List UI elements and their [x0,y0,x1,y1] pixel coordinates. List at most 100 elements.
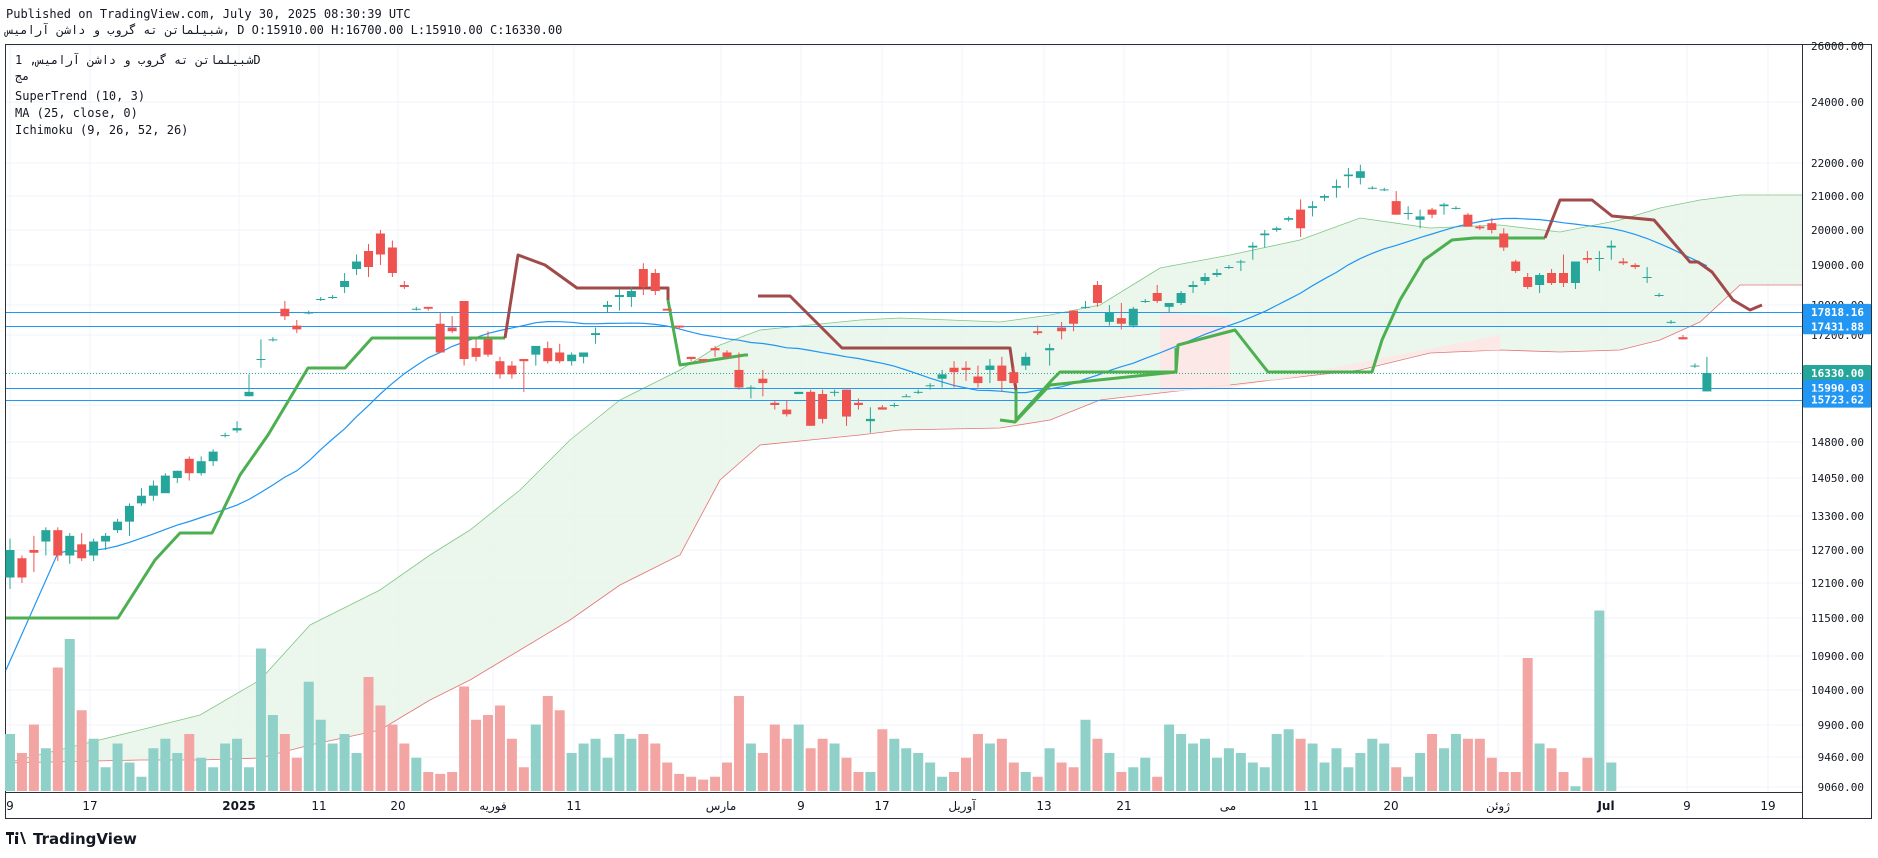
price-label-text: 16330.00 [1811,367,1864,380]
candle-body [1618,261,1628,264]
outer-frame [5,44,1872,819]
price-axis[interactable]: 26000.00 24000.00 22000.00 21000.00 20000.00… [1811,40,1864,794]
ma-path [5,217,1708,671]
legend-supertrend[interactable]: SuperTrend (10, 3) [15,89,146,103]
candle-body [1104,312,1114,322]
time-axis[interactable]: 9 17 2025 11 20 فوریه 11 مارس 9 17 آوریل 13 21 می 11 20… [6,798,1775,814]
candle [901,394,911,398]
candle-body [232,428,242,431]
candle [830,389,840,397]
price-tick-label: 12700.00 [1811,544,1864,557]
candle-body [304,312,314,314]
candle [471,339,481,362]
candle-body [364,251,373,267]
candle-body [591,333,601,335]
volume-bar [64,639,75,791]
candle [614,289,624,311]
candle-body [1391,201,1401,215]
candle-body [113,521,123,531]
candle [1594,251,1604,271]
candle [1343,167,1353,188]
volume-bar [1415,753,1426,791]
volume-bar [889,738,900,791]
supertrend-line [6,198,1763,620]
volume-bar [1558,772,1569,791]
candle-body [148,485,158,496]
volume-bar [757,753,768,791]
candles[interactable] [5,164,1712,589]
candle-body [662,308,672,311]
volume-bar [769,724,780,791]
candle-body [1152,293,1162,301]
candle-body [1439,204,1449,207]
legend-ichimoku[interactable]: Ichimoku (9, 26, 52, 26) [15,123,189,137]
candle [1212,269,1222,277]
volume-bar [52,667,63,791]
candle-body [1570,261,1580,283]
candle-body [1702,373,1712,392]
volume-bar [650,743,661,791]
volume-bar [1128,767,1139,791]
volume-bar [136,776,147,791]
candle [1236,259,1246,271]
candle [842,389,851,426]
volume-bar [1498,772,1509,791]
candle-body [1092,285,1102,303]
volume-bar [1140,757,1151,791]
volume-bar [279,734,290,791]
candle-body [543,348,553,362]
candle [1224,265,1234,269]
tradingview-logo[interactable]: TradingView [6,830,137,848]
candle [304,310,314,315]
candle-body [925,385,935,387]
candle [1535,273,1545,293]
candle [1642,267,1652,283]
candle [125,503,134,536]
candle [626,287,636,307]
volume-bar [1295,738,1306,791]
supertrend-up-segment [999,236,1545,424]
candle-body [375,233,385,255]
volume-bar [327,743,338,791]
candle-body [603,305,612,307]
candle [387,240,397,277]
candle-body [734,369,744,388]
volume-bar [1092,738,1103,791]
volume-bar [566,753,577,791]
candle-body [399,285,409,287]
time-tick-label: آوریل [948,798,976,814]
legend-ma[interactable]: MA (25, close, 0) [15,106,138,120]
candle [1367,186,1377,190]
candle-body [1559,273,1568,283]
volume-bar [399,743,410,791]
candle [1403,206,1413,220]
volume-bar [483,715,493,791]
volume-bar [841,757,852,791]
candle [543,341,553,364]
price-tick-label: 9900.00 [1818,719,1864,732]
volume-bar [148,748,159,791]
candle-body [77,544,87,559]
candle [220,432,230,438]
candle-body [280,308,290,317]
candle [698,359,708,362]
candle [495,356,505,379]
volume-bar [590,738,601,791]
candle [818,389,828,424]
candle [1511,259,1521,273]
candle [650,269,660,295]
candle [280,301,290,320]
candle-body [1678,337,1688,340]
volume-bar [1450,734,1461,791]
volume-bar [805,748,816,791]
candle-body [698,359,708,362]
candle [1559,254,1568,287]
price-tick-label: 10900.00 [1811,650,1864,663]
candle [65,533,75,564]
volume-bar [554,710,565,791]
hline-price-label: 15723.62 [1803,391,1871,408]
candle-body [1045,348,1055,351]
candle-body [1463,214,1473,227]
candle [1427,207,1437,219]
